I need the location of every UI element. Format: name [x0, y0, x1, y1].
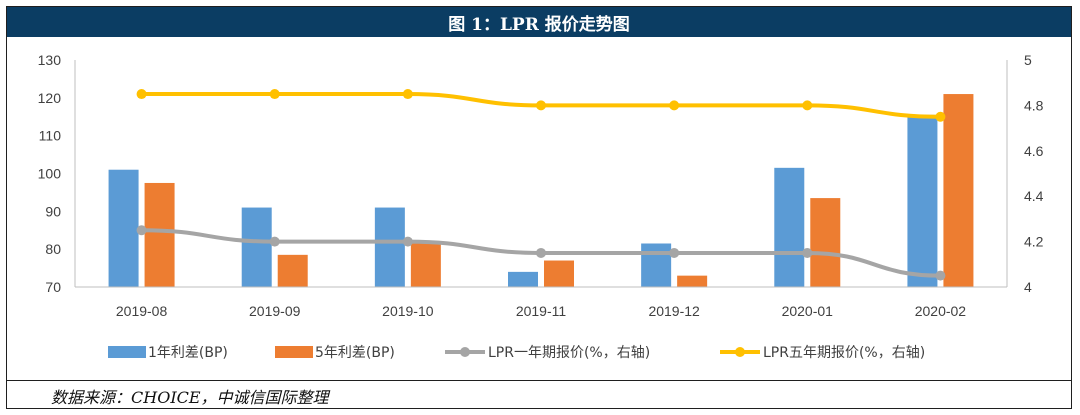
- point-lpr-five-year: [802, 100, 813, 111]
- x-tick-label: 2019-12: [648, 303, 700, 319]
- bar-five-year-spread: [410, 243, 441, 287]
- x-tick-label: 2019-08: [116, 303, 168, 319]
- legend-swatch: [108, 346, 146, 358]
- bar-one-year-spread: [241, 207, 272, 287]
- point-lpr-one-year: [669, 247, 680, 258]
- left-tick-label: 80: [45, 241, 61, 257]
- bar-one-year-spread: [641, 243, 672, 287]
- legend-label: LPR五年期报价(%，右轴): [763, 345, 925, 361]
- bar-five-year-spread: [144, 182, 175, 287]
- left-tick-label: 100: [38, 166, 62, 182]
- legend-marker: [735, 347, 745, 357]
- right-tick-label: 4: [1024, 279, 1032, 295]
- bar-one-year-spread: [374, 207, 405, 287]
- point-lpr-one-year: [402, 236, 413, 247]
- point-lpr-one-year: [802, 247, 813, 258]
- left-tick-label: 70: [45, 279, 61, 295]
- source-note: 数据来源：CHOICE，中诚信国际整理: [51, 388, 329, 407]
- point-lpr-one-year: [536, 247, 546, 258]
- bar-five-year-spread: [810, 198, 841, 287]
- point-lpr-five-year: [269, 89, 280, 100]
- legend-label: 1年利差(BP): [148, 345, 228, 361]
- right-tick-label: 4.4: [1024, 188, 1044, 204]
- bar-one-year-spread: [774, 167, 805, 287]
- left-tick-label: 120: [38, 90, 62, 106]
- point-lpr-five-year: [935, 111, 946, 122]
- bar-one-year-spread: [508, 271, 538, 287]
- bar-one-year-spread: [108, 169, 139, 287]
- point-lpr-five-year: [136, 89, 147, 100]
- left-tick-label: 130: [38, 52, 62, 68]
- right-tick-label: 5: [1024, 52, 1032, 68]
- chart-frame: 图 1：LPR 报价走势图 数据来源：CHOICE，中诚信国际整理: [6, 6, 1072, 409]
- legend-swatch: [275, 346, 313, 358]
- bar-five-year-spread: [943, 94, 974, 287]
- x-tick-label: 2020-02: [915, 303, 967, 319]
- legend-label: LPR一年期报价(%，右轴): [488, 345, 650, 361]
- point-lpr-five-year: [402, 89, 413, 100]
- bar-five-year-spread: [677, 275, 708, 287]
- x-tick-label: 2019-10: [382, 303, 434, 319]
- x-tick-label: 2019-11: [516, 303, 567, 319]
- legend-label: 5年利差(BP): [315, 345, 395, 361]
- right-tick-label: 4.6: [1024, 143, 1044, 159]
- bar-five-year-spread: [277, 254, 308, 287]
- point-lpr-one-year: [935, 270, 946, 281]
- point-lpr-five-year: [669, 100, 680, 111]
- bar-five-year-spread: [544, 260, 574, 287]
- left-tick-label: 110: [39, 128, 62, 144]
- source-row: 数据来源：CHOICE，中诚信国际整理: [7, 380, 1071, 408]
- point-lpr-one-year: [269, 236, 280, 247]
- left-tick-label: 90: [45, 203, 61, 219]
- chart-title: 图 1：LPR 报价走势图: [7, 7, 1071, 37]
- x-tick-label: 2020-01: [782, 303, 834, 319]
- point-lpr-one-year: [136, 225, 147, 236]
- right-tick-label: 4.2: [1024, 234, 1044, 250]
- point-lpr-five-year: [536, 100, 546, 111]
- legend-marker: [460, 347, 470, 357]
- x-tick-label: 2019-09: [249, 303, 301, 319]
- right-tick-label: 4.8: [1024, 97, 1044, 113]
- bar-one-year-spread: [907, 114, 938, 287]
